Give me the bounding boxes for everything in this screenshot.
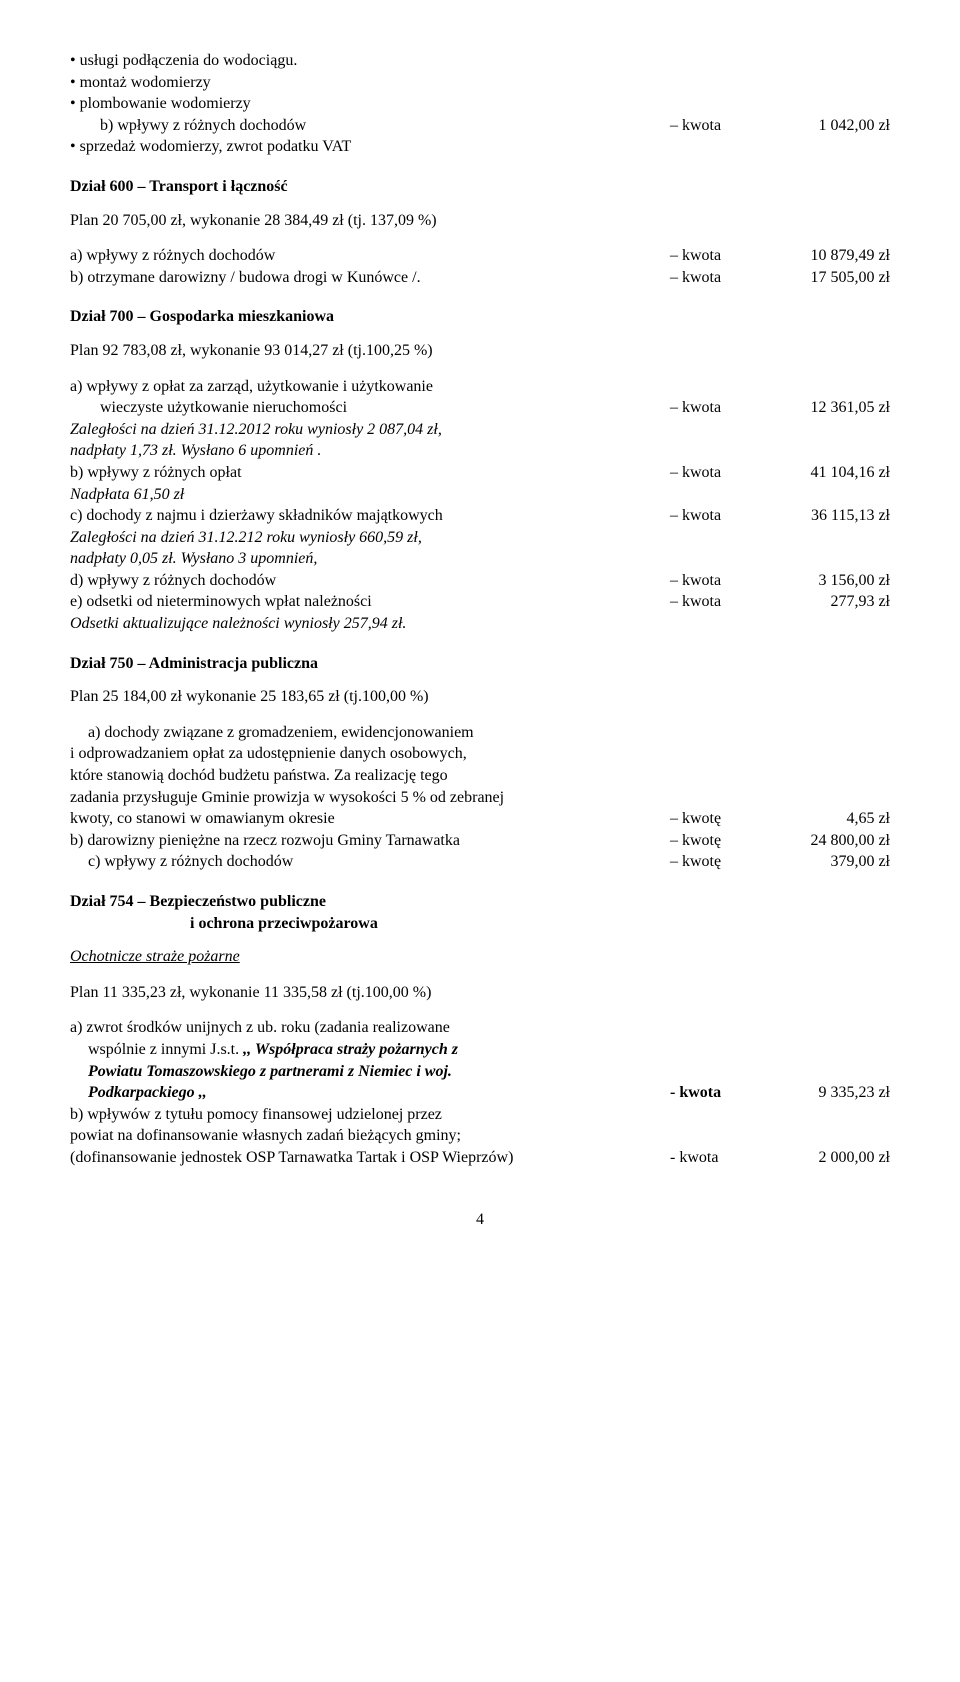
- row-mid: – kwota: [670, 462, 760, 484]
- text: wspólnie z innymi J.s.t.: [88, 1041, 243, 1058]
- mixed-line: nadpłaty 0,05 zł. Wysłano 3 upomnień,: [70, 548, 890, 570]
- row-amount: 9 335,23 zł: [760, 1082, 890, 1104]
- plan-line: Plan 92 783,08 zł, wykonanie 93 014,27 z…: [70, 340, 890, 362]
- amount-row: e) odsetki od nieterminowych wpłat należ…: [70, 591, 890, 613]
- amount-row: (dofinansowanie jednostek OSP Tarnawatka…: [70, 1147, 890, 1169]
- italic-line: Zaległości na dzień 31.12.212 roku wynio…: [70, 527, 890, 549]
- row-amount: 17 505,00 zł: [760, 267, 890, 289]
- row-label: kwoty, co stanowi w omawianym okresie: [70, 808, 670, 830]
- text-line: zadania przysługuje Gminie prowizja w wy…: [70, 787, 890, 809]
- amount-row: b) wpływy z różnych dochodów – kwota 1 0…: [70, 115, 890, 137]
- row-amount: 4,65 zł: [760, 808, 890, 830]
- amount-row: a) wpływy z różnych dochodów – kwota 10 …: [70, 245, 890, 267]
- amount-row: b) otrzymane darowizny / budowa drogi w …: [70, 267, 890, 289]
- text-line: a) dochody związane z gromadzeniem, ewid…: [70, 722, 890, 744]
- row-mid: – kwota: [670, 570, 760, 592]
- row-amount: 379,00 zł: [760, 851, 890, 873]
- row-mid: – kwotę: [670, 808, 760, 830]
- row-amount: 41 104,16 zł: [760, 462, 890, 484]
- section-title-700: Dział 700 – Gospodarka mieszkaniowa: [70, 306, 890, 328]
- text-line: a) zwrot środków unijnych z ub. roku (za…: [70, 1017, 890, 1039]
- amount-row: Podkarpackiego ,, - kwota 9 335,23 zł: [70, 1082, 890, 1104]
- subsection-title: Ochotnicze straże pożarne: [70, 946, 890, 968]
- row-label: d) wpływy z różnych dochodów: [70, 570, 670, 592]
- amount-row: b) darowizny pieniężne na rzecz rozwoju …: [70, 830, 890, 852]
- amount-row: d) wpływy z różnych dochodów – kwota 3 1…: [70, 570, 890, 592]
- amount-row: wieczyste użytkowanie nieruchomości – kw…: [70, 397, 890, 419]
- bullet-line: • sprzedaż wodomierzy, zwrot podatku VAT: [70, 136, 890, 158]
- italic-bold: ,, Współpraca straży pożarnych z: [243, 1041, 458, 1058]
- row-label: b) wpływy z różnych dochodów: [70, 115, 670, 137]
- section-title-750: Dział 750 – Administracja publiczna: [70, 653, 890, 675]
- row-amount: 3 156,00 zł: [760, 570, 890, 592]
- amount-row: c) dochody z najmu i dzierżawy składnikó…: [70, 505, 890, 527]
- italic-bold-line: Powiatu Tomaszowskiego z partnerami z Ni…: [70, 1061, 890, 1083]
- row-label: Podkarpackiego ,,: [70, 1082, 670, 1104]
- text-line: a) wpływy z opłat za zarząd, użytkowanie…: [70, 376, 890, 398]
- plan-line: Plan 11 335,23 zł, wykonanie 11 335,58 z…: [70, 982, 890, 1004]
- row-amount: 24 800,00 zł: [760, 830, 890, 852]
- italic-line: Nadpłata 61,50 zł: [70, 484, 890, 506]
- mixed-line: nadpłaty 1,73 zł. Wysłano 6 upomnień .: [70, 440, 890, 462]
- italic-part: nadpłaty 0,05 zł. Wysłano 3 upomnień,: [70, 550, 317, 567]
- text-line: i odprowadzaniem opłat za udostępnienie …: [70, 743, 890, 765]
- row-amount: 10 879,49 zł: [760, 245, 890, 267]
- bullet-line: • plombowanie wodomierzy: [70, 93, 890, 115]
- row-label: e) odsetki od nieterminowych wpłat należ…: [70, 591, 670, 613]
- page-number: 4: [70, 1209, 890, 1231]
- row-mid: – kwota: [670, 267, 760, 289]
- row-amount: 277,93 zł: [760, 591, 890, 613]
- text-line: które stanowią dochód budżetu państwa. Z…: [70, 765, 890, 787]
- row-mid: – kwota: [670, 115, 760, 137]
- row-label: wieczyste użytkowanie nieruchomości: [70, 397, 670, 419]
- row-mid: - kwota: [670, 1082, 760, 1104]
- italic-part: nadpłaty 1,73 zł. Wysłano 6 upomnień .: [70, 442, 321, 459]
- row-label: b) wpływy z różnych opłat: [70, 462, 670, 484]
- row-mid: – kwota: [670, 397, 760, 419]
- row-label: c) wpływy z różnych dochodów: [70, 851, 670, 873]
- amount-row: b) wpływy z różnych opłat – kwota 41 104…: [70, 462, 890, 484]
- row-amount: 2 000,00 zł: [760, 1147, 890, 1169]
- bullet-line: • usługi podłączenia do wodociągu.: [70, 50, 890, 72]
- italic-line: Odsetki aktualizujące należności wyniosł…: [70, 613, 890, 635]
- text: sprzedaż wodomierzy, zwrot podatku VAT: [80, 138, 352, 155]
- row-mid: – kwotę: [670, 830, 760, 852]
- italic-line: Zaległości na dzień 31.12.2012 roku wyni…: [70, 419, 890, 441]
- section-title-754: Dział 754 – Bezpieczeństwo publiczne: [70, 891, 890, 913]
- amount-row: kwoty, co stanowi w omawianym okresie – …: [70, 808, 890, 830]
- amount-row: c) wpływy z różnych dochodów – kwotę 379…: [70, 851, 890, 873]
- row-mid: – kwotę: [670, 851, 760, 873]
- row-mid: – kwota: [670, 245, 760, 267]
- row-amount: 12 361,05 zł: [760, 397, 890, 419]
- plan-line: Plan 25 184,00 zł wykonanie 25 183,65 zł…: [70, 686, 890, 708]
- section-title-600: Dział 600 – Transport i łączność: [70, 176, 890, 198]
- text: usługi podłączenia do wodociągu.: [80, 52, 298, 69]
- row-mid: – kwota: [670, 591, 760, 613]
- mixed-line: wspólnie z innymi J.s.t. ,, Współpraca s…: [70, 1039, 890, 1061]
- row-label: c) dochody z najmu i dzierżawy składnikó…: [70, 505, 670, 527]
- text: montaż wodomierzy: [80, 74, 211, 91]
- row-amount: 1 042,00 zł: [760, 115, 890, 137]
- row-label: b) otrzymane darowizny / budowa drogi w …: [70, 267, 670, 289]
- row-label: (dofinansowanie jednostek OSP Tarnawatka…: [70, 1147, 670, 1169]
- row-mid: - kwota: [670, 1147, 760, 1169]
- text-line: b) wpływów z tytułu pomocy finansowej ud…: [70, 1104, 890, 1126]
- row-mid: – kwota: [670, 505, 760, 527]
- row-amount: 36 115,13 zł: [760, 505, 890, 527]
- plan-line: Plan 20 705,00 zł, wykonanie 28 384,49 z…: [70, 210, 890, 232]
- text-line: powiat na dofinansowanie własnych zadań …: [70, 1125, 890, 1147]
- row-label: b) darowizny pieniężne na rzecz rozwoju …: [70, 830, 670, 852]
- section-title-754-line2: i ochrona przeciwpożarowa: [70, 913, 890, 935]
- bullet-line: • montaż wodomierzy: [70, 72, 890, 94]
- text: plombowanie wodomierzy: [80, 95, 251, 112]
- row-label: a) wpływy z różnych dochodów: [70, 245, 670, 267]
